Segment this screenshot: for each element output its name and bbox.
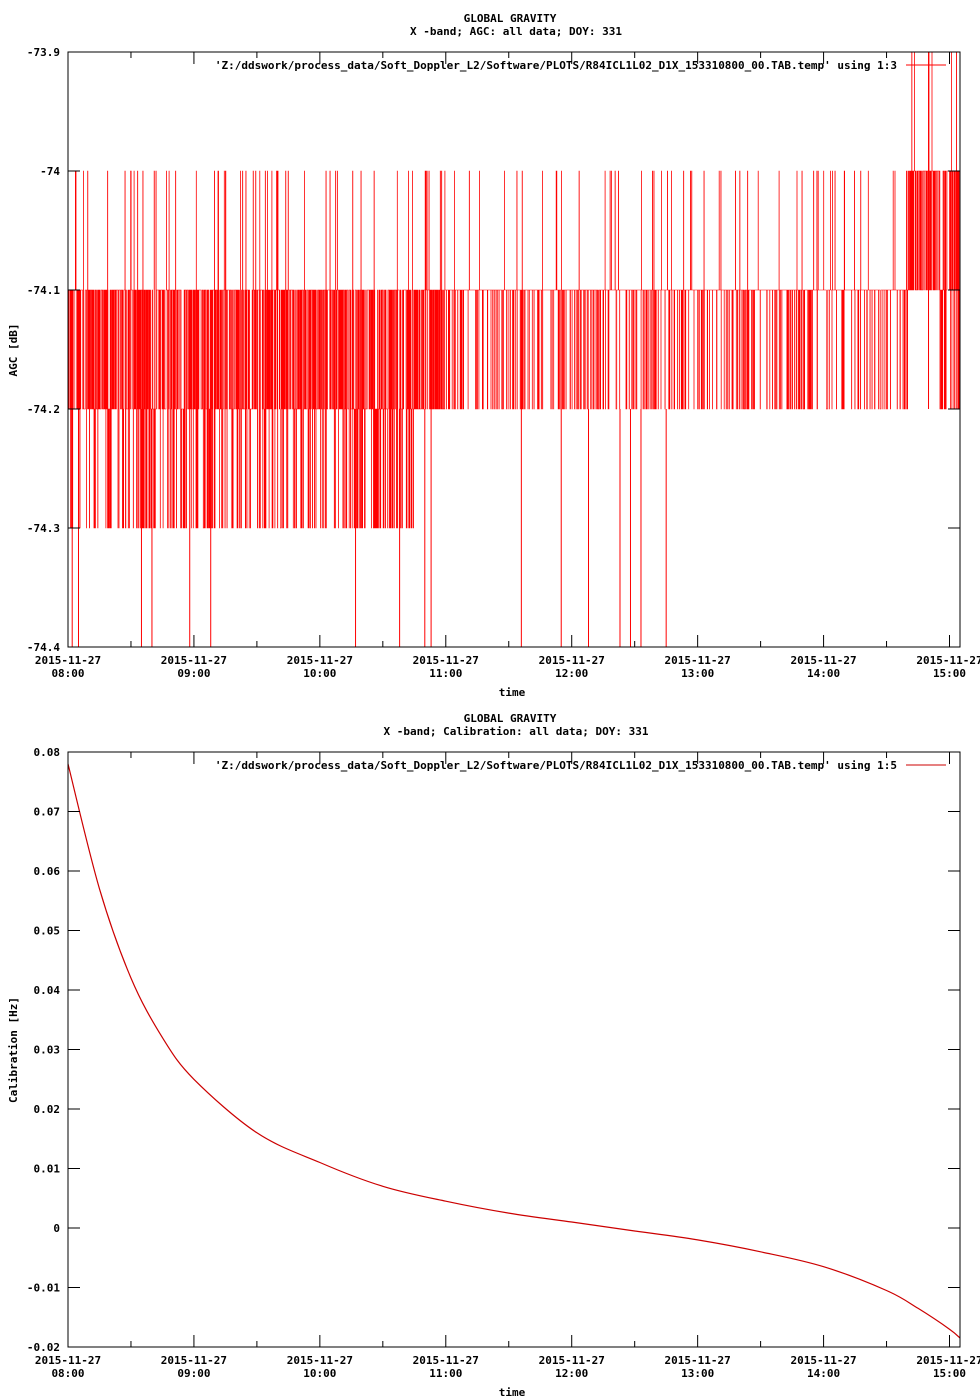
x-tick-label-time: 10:00 xyxy=(303,667,336,680)
x-tick-label-time: 14:00 xyxy=(807,1367,840,1380)
agc-chart: GLOBAL GRAVITY X -band; AGC: all data; D… xyxy=(7,12,980,699)
y-tick-label: 0.08 xyxy=(34,746,61,759)
chart1-frame xyxy=(67,51,961,648)
x-tick-label-time: 09:00 xyxy=(177,1367,210,1380)
chart2-plot-area xyxy=(67,763,961,1339)
y-tick-label: -74 xyxy=(40,165,60,178)
x-tick-label-date: 2015-11-27 xyxy=(287,1354,353,1367)
x-tick-label-date: 2015-11-27 xyxy=(790,1354,856,1367)
chart2-y-axis: 0.08 0.07 0.06 0.05 0.04 0.03 0.02 0.01 0 -0.01 -0… xyxy=(27,746,960,1354)
y-tick-label: -73.9 xyxy=(27,46,60,59)
x-tick-label-time: 08:00 xyxy=(51,1367,84,1380)
chart1-title: GLOBAL GRAVITY xyxy=(464,12,557,25)
y-tick-label: -74.4 xyxy=(27,641,60,654)
y-tick-label: -0.02 xyxy=(27,1341,60,1354)
chart2-title: GLOBAL GRAVITY xyxy=(464,712,557,725)
y-tick-label: 0.06 xyxy=(34,865,61,878)
agc-series-line xyxy=(68,51,961,529)
x-tick-label-time: 14:00 xyxy=(807,667,840,680)
chart1-ylabel: AGC [dB] xyxy=(7,324,20,377)
chart2-frame xyxy=(67,751,961,1348)
x-tick-label-date: 2015-11-27 xyxy=(916,1354,980,1367)
chart2-xlabel: time xyxy=(499,1386,526,1399)
x-tick-label-time: 13:00 xyxy=(681,1367,714,1380)
chart1-subtitle: X -band; AGC: all data; DOY: 331 xyxy=(410,25,622,38)
x-tick-label-time: 13:00 xyxy=(681,667,714,680)
x-tick-label-date: 2015-11-27 xyxy=(35,654,101,667)
x-tick-label-date: 2015-11-27 xyxy=(539,1354,605,1367)
x-tick-label-date: 2015-11-27 xyxy=(665,1354,731,1367)
y-tick-label: 0 xyxy=(53,1222,60,1235)
chart1-xlabel: time xyxy=(499,686,526,699)
y-tick-label: 0.07 xyxy=(34,806,61,819)
x-tick-label-date: 2015-11-27 xyxy=(161,1354,227,1367)
y-tick-label: -74.1 xyxy=(27,284,60,297)
y-tick-label: -74.2 xyxy=(27,403,60,416)
y-tick-label: 0.03 xyxy=(34,1044,61,1057)
y-tick-label: 0.01 xyxy=(34,1163,61,1176)
chart2-x-axis: 2015-11-2708:002015-11-2709:002015-11-27… xyxy=(35,752,980,1380)
calibration-chart: GLOBAL GRAVITY X -band; Calibration: all… xyxy=(7,712,980,1399)
x-tick-label-time: 11:00 xyxy=(429,1367,462,1380)
x-tick-label-time: 09:00 xyxy=(177,667,210,680)
chart2-ylabel: Calibration [Hz] xyxy=(7,997,20,1103)
x-tick-label-date: 2015-11-27 xyxy=(539,654,605,667)
x-tick-label-date: 2015-11-27 xyxy=(161,654,227,667)
calibration-series-line xyxy=(67,763,961,1339)
x-tick-label-date: 2015-11-27 xyxy=(916,654,980,667)
x-tick-label-time: 10:00 xyxy=(303,1367,336,1380)
chart2-legend-label: 'Z:/ddswork/process_data/Soft_Doppler_L2… xyxy=(215,759,897,772)
y-tick-label: 0.05 xyxy=(34,925,61,938)
x-tick-label-time: 08:00 xyxy=(51,667,84,680)
x-tick-label-time: 11:00 xyxy=(429,667,462,680)
x-tick-label-time: 15:00 xyxy=(933,1367,966,1380)
chart1-legend-label: 'Z:/ddswork/process_data/Soft_Doppler_L2… xyxy=(215,59,897,72)
x-tick-label-date: 2015-11-27 xyxy=(413,1354,479,1367)
x-tick-label-date: 2015-11-27 xyxy=(665,654,731,667)
x-tick-label-date: 2015-11-27 xyxy=(35,1354,101,1367)
chart1-x-axis: 2015-11-2708:002015-11-2709:002015-11-27… xyxy=(35,52,980,680)
x-tick-label-time: 15:00 xyxy=(933,667,966,680)
y-tick-label: 0.04 xyxy=(34,984,61,997)
x-tick-label-date: 2015-11-27 xyxy=(413,654,479,667)
x-tick-label-time: 12:00 xyxy=(555,667,588,680)
chart2-subtitle: X -band; Calibration: all data; DOY: 331 xyxy=(384,725,649,738)
x-tick-label-date: 2015-11-27 xyxy=(287,654,353,667)
y-tick-label: -0.01 xyxy=(27,1282,60,1295)
chart1-plot-area xyxy=(68,51,961,647)
y-tick-label: -74.3 xyxy=(27,522,60,535)
x-tick-label-time: 12:00 xyxy=(555,1367,588,1380)
y-tick-label: 0.02 xyxy=(34,1103,61,1116)
chart1-y-axis: -73.9 -74 -74.1 -74.2 -74.3 -74.4 xyxy=(27,46,960,654)
x-tick-label-date: 2015-11-27 xyxy=(790,654,856,667)
